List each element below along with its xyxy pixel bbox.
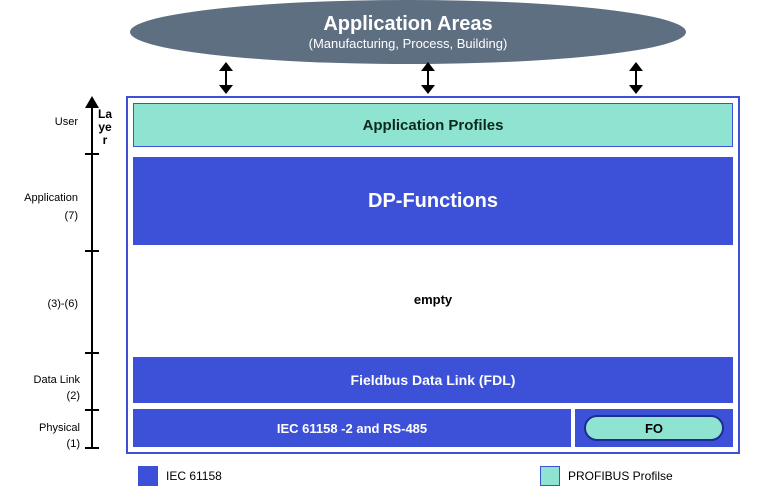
axis-label: (3)-(6): [18, 298, 78, 310]
header-ellipse: Application Areas (Manufacturing, Proces…: [130, 0, 686, 64]
axis-label: (2): [10, 390, 80, 402]
physical-left: IEC 61158 -2 and RS-485: [133, 409, 571, 447]
axis-tick: [85, 447, 99, 449]
layer-label: DP-Functions: [368, 190, 498, 213]
layer-empty: empty: [133, 247, 733, 351]
layer-label: IEC 61158 -2 and RS-485: [277, 421, 427, 436]
fo-label: FO: [645, 421, 663, 436]
layer-axis-arrowhead: [85, 96, 99, 108]
axis-label: User: [18, 116, 78, 128]
axis-label: Physical: [12, 422, 80, 434]
axis-label: Application: [4, 192, 78, 204]
layer-dp-functions: DP-Functions: [133, 157, 733, 245]
layer-physical: IEC 61158 -2 and RS-485 FO: [133, 409, 733, 447]
axis-tick: [85, 352, 99, 354]
layer-label: Fieldbus Data Link (FDL): [351, 372, 516, 388]
axis-label: (1): [12, 438, 80, 450]
legend-swatch: [138, 466, 158, 486]
double-arrow-icon: [421, 62, 435, 94]
layer-application-profiles: Application Profiles: [133, 103, 733, 147]
header-subtitle: (Manufacturing, Process, Building): [309, 36, 508, 51]
axis-tick: [85, 250, 99, 252]
axis-tick: [85, 153, 99, 155]
header-title: Application Areas: [323, 13, 492, 36]
legend-item: IEC 61158: [138, 466, 222, 486]
legend-item: PROFIBUS Profilse: [540, 466, 673, 486]
layer-axis-title: La ye r: [98, 108, 112, 148]
legend-label: IEC 61158: [166, 469, 222, 483]
layer-label: empty: [414, 292, 452, 307]
legend-label: PROFIBUS Profilse: [568, 469, 673, 483]
physical-right: FO: [575, 409, 733, 447]
layer-label: Application Profiles: [363, 117, 504, 134]
double-arrow-icon: [219, 62, 233, 94]
double-arrow-icon: [629, 62, 643, 94]
axis-label: Data Link: [10, 374, 80, 386]
axis-label: (7): [4, 210, 78, 222]
legend-swatch: [540, 466, 560, 486]
fo-pill: FO: [584, 415, 724, 441]
layer-fdl: Fieldbus Data Link (FDL): [133, 357, 733, 403]
axis-tick: [85, 409, 99, 411]
